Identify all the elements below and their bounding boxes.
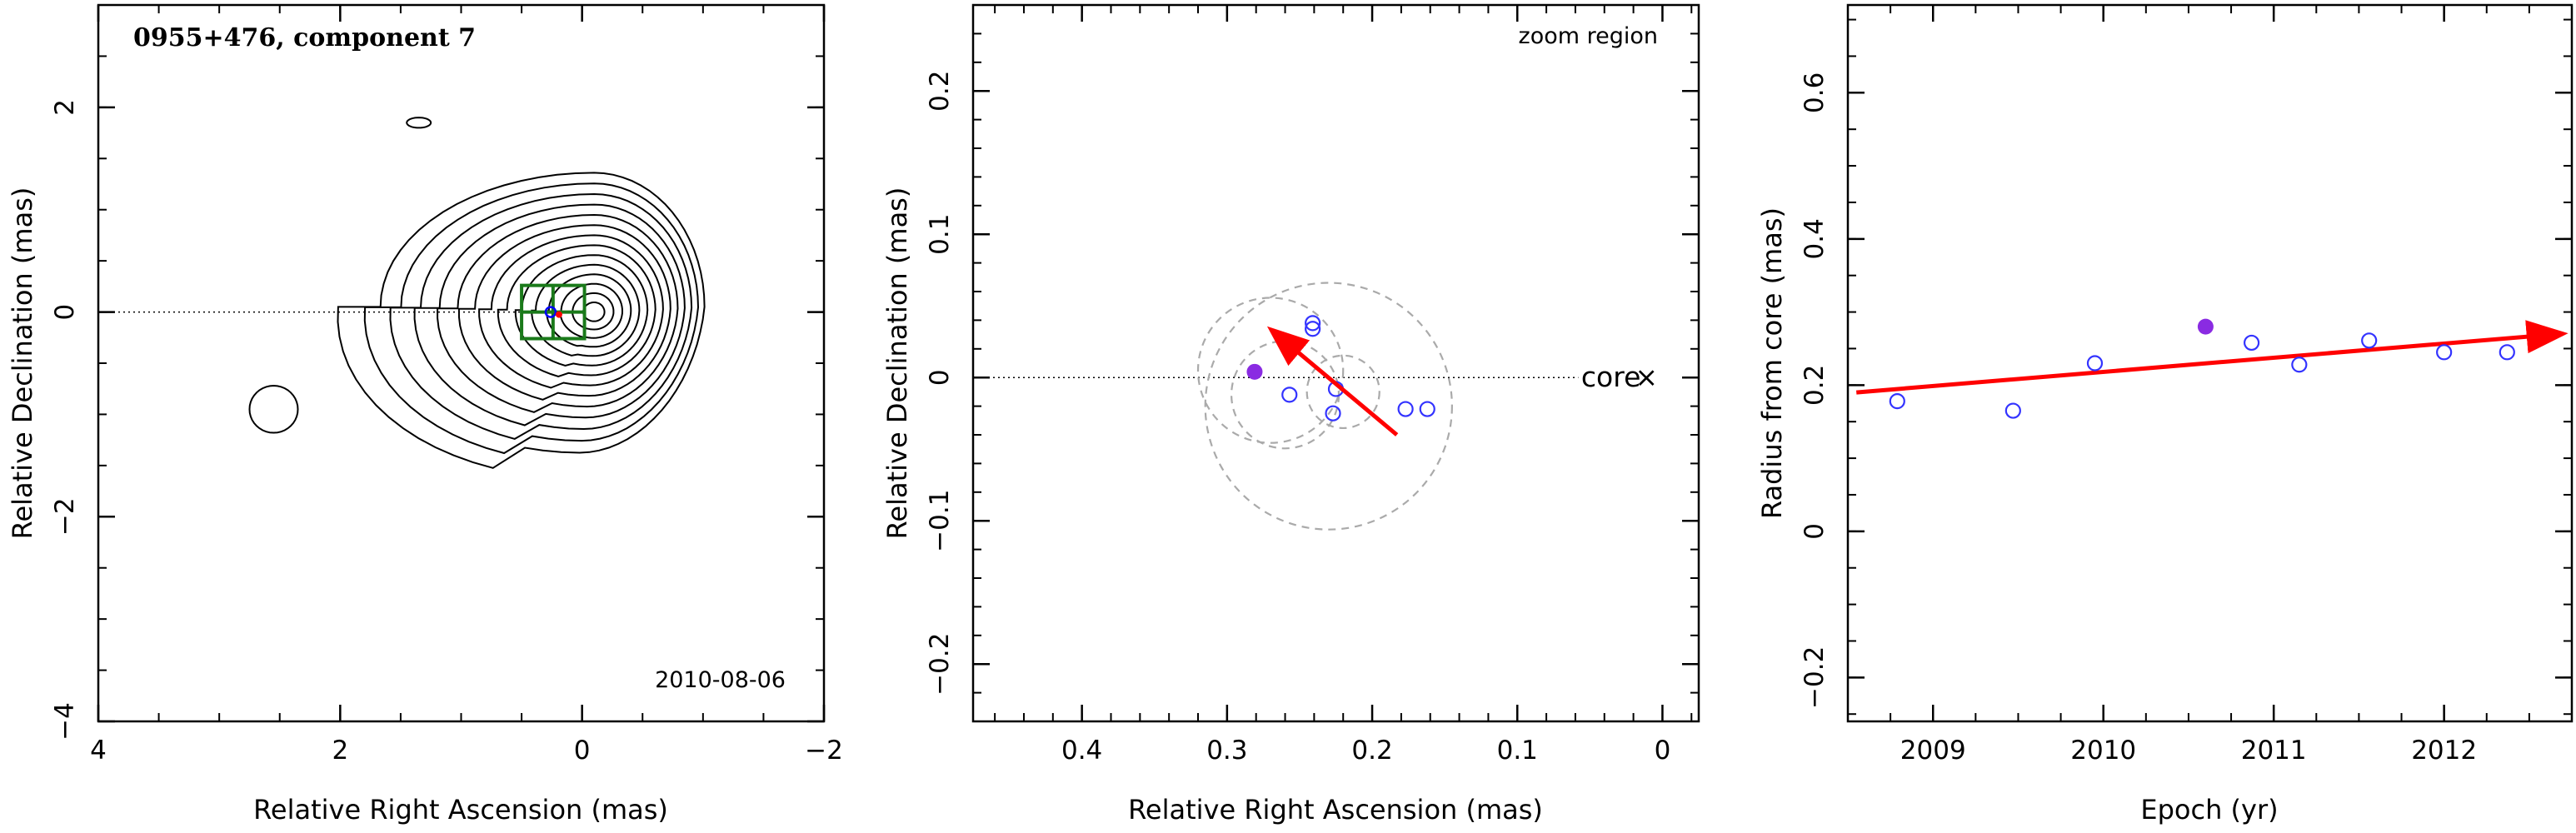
y-tick-label: −2 xyxy=(50,497,80,536)
contour-level xyxy=(582,302,606,322)
contour-level xyxy=(337,172,706,469)
x-tick-label: 4 xyxy=(90,736,107,766)
x-tick-label: 0.2 xyxy=(1351,736,1392,766)
y-tick-label: 2 xyxy=(50,99,80,116)
y-tick-label: −0.1 xyxy=(925,490,955,552)
zoom-y-label: Relative Declination (mas) xyxy=(881,187,913,540)
fit-arrow xyxy=(1856,320,2569,395)
y-tick-label: 0.1 xyxy=(925,214,955,255)
contour-level xyxy=(478,234,664,389)
y-tick-label: −0.2 xyxy=(925,633,955,696)
uncertainty-circle xyxy=(1230,340,1340,450)
core-marker: × xyxy=(1635,361,1658,393)
panel-zoom-frame xyxy=(971,3,1700,723)
x-tick-label: 2009 xyxy=(1900,736,1966,766)
uncertainty-circle xyxy=(1204,282,1453,531)
data-point xyxy=(2436,344,2453,361)
epoch-date: 2010-08-06 xyxy=(655,667,786,693)
y-tick-label: −0.2 xyxy=(1800,646,1830,709)
map-y-label: Relative Declination (mas) xyxy=(7,187,38,540)
radius-points xyxy=(1889,318,2515,419)
x-tick-label: 2 xyxy=(332,736,348,766)
data-point xyxy=(1305,315,1321,332)
x-tick-label: 2010 xyxy=(2070,736,2136,766)
contour-island xyxy=(406,117,432,129)
contour-level xyxy=(514,254,649,367)
map-x-label: Relative Right Ascension (mas) xyxy=(253,794,668,826)
y-tick-label: −4 xyxy=(50,702,80,741)
contour-level xyxy=(363,182,700,455)
contour-map xyxy=(248,117,706,469)
panel-zoom: 0.4 0.3 0.2 0.1 0 −0.2 −0.1 0 0.1 0.2 zoom region… xyxy=(881,3,1700,826)
contour-level xyxy=(389,192,693,440)
data-point xyxy=(2243,334,2260,352)
motion-vector-arrow xyxy=(1266,326,1399,436)
y-tick-label: 0.2 xyxy=(1800,365,1830,406)
x-tick-label: 2011 xyxy=(2241,736,2307,766)
uncertainty-circle xyxy=(1305,354,1380,430)
uncertainty-circle xyxy=(1196,297,1345,444)
contour-level xyxy=(546,273,632,348)
y-tick-label: 0 xyxy=(1800,523,1830,540)
x-tick-label: −2 xyxy=(805,736,843,766)
panel-map: 4 2 0 −2 −4 −2 0 2 0955+476, component 7 2010-0… xyxy=(7,3,843,826)
radius-y-label: Radius from core (mas) xyxy=(1756,207,1788,519)
data-point xyxy=(1889,393,1905,410)
data-point xyxy=(2004,402,2021,419)
panel-radius-frame xyxy=(1846,3,2574,723)
panel-radius: 2009 2010 2011 2012 −0.2 0 0.2 0.4 0.6 Epoch (yr… xyxy=(1756,3,2574,826)
data-point xyxy=(2291,357,2308,373)
x-tick-label: 0.4 xyxy=(1061,736,1102,766)
data-point xyxy=(2086,355,2104,372)
radius-x-label: Epoch (yr) xyxy=(2140,794,2278,826)
map-title: 0955+476, component 7 xyxy=(133,23,476,52)
panel-map-ticks: 4 2 0 −2 −4 −2 0 2 xyxy=(50,4,843,766)
x-tick-label: 0 xyxy=(1655,736,1671,766)
component-markers xyxy=(544,306,562,318)
y-tick-label: 0 xyxy=(50,304,80,321)
data-point xyxy=(2361,332,2378,349)
panel-radius-ticks: 2009 2010 2011 2012 −0.2 0 0.2 0.4 0.6 xyxy=(1800,5,2573,766)
y-tick-label: 0.2 xyxy=(925,71,955,112)
data-point xyxy=(1325,405,1341,421)
contour-level xyxy=(457,224,671,401)
core-label: core xyxy=(1581,361,1640,393)
zoom-x-label: Relative Right Ascension (mas) xyxy=(1128,794,1543,826)
y-tick-label: 0 xyxy=(925,369,955,386)
contour-island xyxy=(248,384,299,434)
x-tick-label: 0.1 xyxy=(1497,736,1538,766)
uncertainty-circles xyxy=(1196,282,1453,531)
contour-level xyxy=(497,244,656,377)
x-tick-label: 2012 xyxy=(2411,736,2477,766)
panel-zoom-ticks: 0.4 0.3 0.2 0.1 0 −0.2 −0.1 0 0.1 0.2 xyxy=(925,4,1699,766)
data-point xyxy=(1281,387,1298,403)
contour-level xyxy=(413,203,686,426)
y-tick-label: 0.4 xyxy=(1800,218,1830,259)
contour-level xyxy=(437,213,679,413)
component-vector-marker xyxy=(555,311,562,318)
y-tick-label: 0.6 xyxy=(1800,72,1830,113)
data-point xyxy=(2499,344,2515,361)
x-tick-label: 0.3 xyxy=(1206,736,1247,766)
component-marker xyxy=(544,306,557,318)
data-point xyxy=(1419,401,1435,417)
contour-level xyxy=(531,263,641,357)
zoom-region-label: zoom region xyxy=(1519,23,1658,49)
x-tick-label: 0 xyxy=(574,736,591,766)
current-epoch-point xyxy=(1246,363,1263,380)
panel-map-frame xyxy=(97,3,826,723)
data-point xyxy=(1397,401,1414,417)
zoom-box xyxy=(520,283,587,341)
contour-level xyxy=(559,282,624,339)
current-epoch-point xyxy=(2197,318,2214,335)
